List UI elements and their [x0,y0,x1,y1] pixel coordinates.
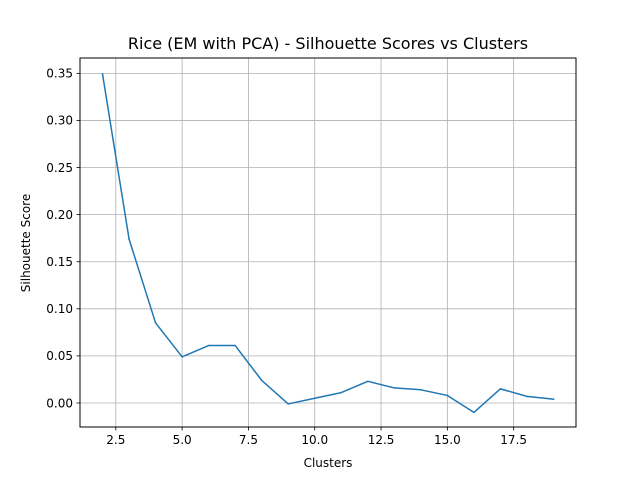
data-point [393,387,396,389]
series-layer [101,73,555,414]
y-tick-label: 0.15 [46,255,73,269]
axes-frame [79,57,577,428]
x-axis-label: Clusters [304,456,353,470]
x-tick-label: 15.0 [434,433,461,447]
y-tick-label: 0.00 [46,396,73,410]
data-point [446,394,449,397]
data-point [526,395,528,398]
data-point [552,398,555,401]
chart-title: Rice (EM with PCA) - Silhouette Scores v… [128,34,528,53]
x-axis-ticks: 2.5 5.0 7.5 10.0 12.5 15.0 17.5 [106,427,527,447]
y-axis-ticks: 0.00 0.05 0.10 0.15 0.20 0.25 0.30 0.35 [46,67,80,410]
y-axis-label: Silhouette Score [19,194,33,292]
x-tick-label: 7.5 [239,433,258,447]
data-point [128,238,130,240]
data-point [420,388,422,391]
data-point [313,397,316,400]
data-point [154,322,157,324]
data-point [366,380,369,383]
y-tick-label: 0.30 [46,114,73,128]
data-point [101,73,104,76]
data-point [473,411,475,414]
data-point [340,391,343,394]
x-tick-label: 12.5 [368,433,395,447]
y-tick-label: 0.05 [46,349,73,363]
x-tick-label: 10.0 [301,433,328,447]
x-tick-label: 5.0 [173,433,192,447]
data-point [260,379,263,382]
y-tick-label: 0.35 [46,67,73,81]
x-tick-label: 17.5 [500,433,527,447]
y-tick-label: 0.20 [46,208,73,222]
data-point [207,344,210,347]
data-point [287,403,290,405]
y-tick-label: 0.25 [46,161,73,175]
data-point [234,344,236,347]
data-point [181,356,183,358]
y-tick-label: 0.10 [46,302,73,316]
data-point [499,388,502,390]
x-tick-label: 2.5 [106,433,125,447]
grid [80,58,576,427]
series-line [101,73,555,414]
